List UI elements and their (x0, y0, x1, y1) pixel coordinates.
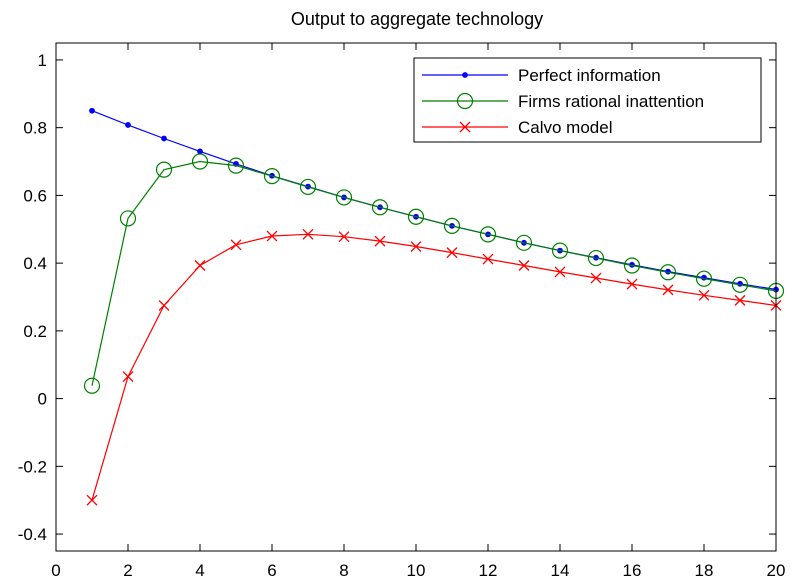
data-point-stroke-b (482, 253, 494, 265)
data-point (734, 294, 746, 306)
data-point (266, 230, 278, 242)
data-point-stroke-b (590, 272, 602, 284)
data-point (371, 199, 389, 216)
data-point (335, 189, 353, 206)
data-point (230, 239, 242, 251)
data-point (623, 257, 641, 274)
legend-swatch-marker (462, 72, 468, 78)
data-point (119, 210, 137, 227)
y-tick-label: -0.2 (18, 457, 47, 476)
data-point (659, 264, 677, 281)
chart-title: Output to aggregate technology (291, 9, 543, 29)
data-point (551, 242, 569, 259)
data-point (731, 276, 749, 293)
data-point-stroke-b (734, 294, 746, 306)
data-point (125, 122, 131, 128)
data-point (197, 148, 203, 155)
data-point-stroke-b (338, 231, 350, 243)
legend-label: Calvo model (518, 118, 613, 137)
x-tick-label: 18 (695, 561, 714, 580)
data-point (446, 247, 458, 259)
legend: Perfect information Firms rational inatte… (413, 57, 762, 143)
data-point (158, 300, 170, 311)
x-tick-label: 10 (407, 561, 426, 580)
data-point (698, 289, 710, 301)
data-point (374, 235, 386, 247)
series-line (91, 233, 777, 501)
x-tick-label: 16 (623, 561, 642, 580)
data-point (83, 377, 101, 394)
data-point-stroke-b (626, 278, 638, 290)
legend-label: Perfect information (518, 66, 661, 85)
data-point (590, 272, 602, 284)
series-line (91, 160, 777, 386)
data-point (662, 284, 674, 296)
legend-box (413, 57, 762, 143)
y-tick-label: 0.2 (23, 322, 47, 341)
x-tick-label: 14 (551, 561, 570, 580)
data-point (479, 226, 497, 243)
data-point (86, 494, 98, 506)
y-tick-label: 1 (38, 51, 47, 70)
x-tick-label: 6 (267, 561, 276, 580)
data-point (302, 228, 314, 240)
y-tick-label: 0.4 (23, 254, 47, 273)
data-point-stroke-b (410, 241, 422, 252)
data-point (263, 167, 281, 185)
legend-swatch-marker (456, 92, 474, 110)
x-tick-label: 0 (51, 561, 60, 580)
x-tick-label: 8 (339, 561, 348, 580)
legend-swatch-marker-stroke-b (459, 121, 471, 133)
data-point-stroke-b (302, 228, 314, 240)
y-tick-label: 0.8 (23, 119, 47, 138)
series-layer (83, 107, 785, 506)
data-point (338, 231, 350, 243)
data-point (482, 253, 494, 265)
data-point (227, 157, 245, 174)
y-tick-label: -0.4 (18, 525, 47, 544)
data-point-stroke-b (554, 266, 566, 278)
x-tick-label: 12 (479, 561, 498, 580)
x-tick-label: 2 (123, 561, 132, 580)
data-point (587, 249, 605, 267)
data-point (407, 208, 425, 225)
data-point (410, 241, 422, 252)
data-point-stroke-b (194, 260, 206, 271)
data-point (626, 278, 638, 290)
data-point-stroke-b (662, 284, 674, 296)
legend-label: Firms rational inattention (518, 92, 704, 111)
x-tick-label: 4 (195, 561, 204, 580)
data-point (443, 217, 461, 234)
data-point (155, 161, 173, 178)
data-point (122, 371, 134, 383)
tick-layer: 0 2 4 6 8 10 12 14 16 18 20 -0.4 -0.2 0 0.2 0.4 0.6 0.8 1 (18, 43, 786, 580)
data-point (695, 270, 713, 287)
data-point (554, 266, 566, 278)
data-point-stroke-b (230, 239, 242, 251)
data-point-stroke-b (266, 230, 278, 242)
data-point (194, 260, 206, 271)
series-x (86, 228, 782, 506)
data-point-stroke-b (374, 235, 386, 247)
data-point (191, 153, 209, 170)
data-point-stroke-b (518, 260, 530, 271)
legend-swatch-marker (459, 121, 471, 133)
x-tick-label: 20 (767, 561, 786, 580)
y-tick-label: 0.6 (23, 186, 47, 205)
data-point-stroke-b (86, 494, 98, 506)
series-circle (83, 153, 785, 394)
data-point-stroke-b (446, 247, 458, 259)
data-point (518, 260, 530, 271)
data-point-stroke-b (158, 300, 170, 311)
data-point (515, 234, 533, 251)
y-tick-label: 0 (38, 390, 47, 409)
data-point (161, 135, 167, 142)
data-point-stroke-b (698, 289, 710, 301)
data-point (299, 178, 317, 196)
data-point (89, 107, 95, 114)
data-point-stroke-b (122, 371, 134, 383)
plot-frame (55, 42, 777, 552)
